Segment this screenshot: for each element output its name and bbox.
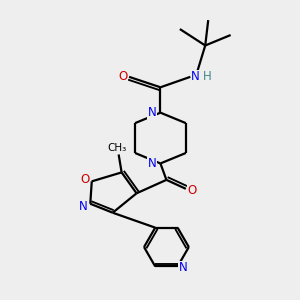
Text: O: O (188, 184, 197, 197)
Text: N: N (79, 200, 88, 213)
Text: O: O (118, 70, 127, 83)
Text: H: H (203, 70, 212, 83)
Text: N: N (148, 106, 157, 119)
Text: O: O (81, 173, 90, 186)
Text: N: N (178, 261, 188, 274)
Text: N: N (191, 70, 200, 83)
Text: CH₃: CH₃ (107, 143, 127, 153)
Text: N: N (148, 157, 157, 170)
